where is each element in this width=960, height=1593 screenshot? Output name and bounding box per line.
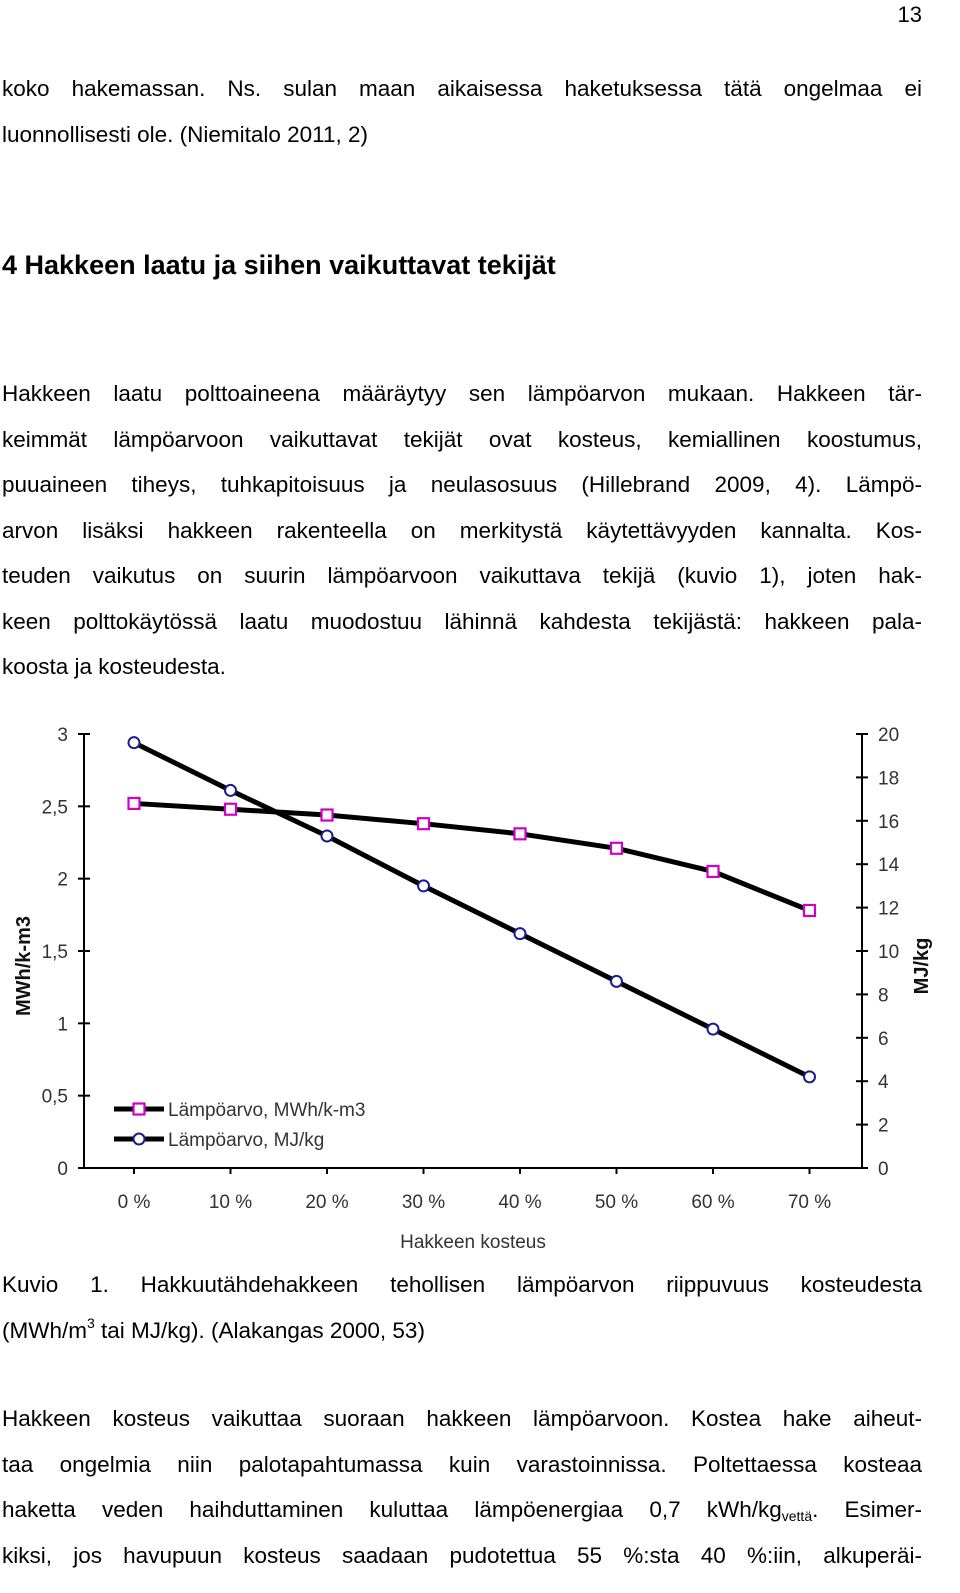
figure-caption: Kuvio 1. Hakkuutähdehakkeen tehollisen l… <box>2 1262 922 1353</box>
legend-marker-circle <box>132 1132 146 1146</box>
data-point-circle <box>803 1070 816 1084</box>
right-tick-label: 10 <box>878 942 899 963</box>
right-tick-label: 2 <box>878 1116 889 1137</box>
caption-text: tai MJ/kg). (Alakangas 2000, 53) <box>94 1317 425 1343</box>
data-point-square <box>320 808 334 822</box>
data-point-square <box>223 802 238 816</box>
right-tick-label: 6 <box>878 1029 889 1050</box>
x-tick-label: 30 % <box>402 1192 445 1213</box>
text-line: Hakkeen kosteus vaikuttaa suoraan hakkee… <box>2 1406 922 1431</box>
data-point-square <box>513 827 527 841</box>
text-line: luonnollisesti ole. (Niemitalo 2011, 2) <box>2 121 369 147</box>
data-point-circle <box>417 879 430 893</box>
right-tick-label: 18 <box>878 768 899 789</box>
data-point-circle <box>706 1022 720 1036</box>
data-point-square <box>706 864 720 879</box>
data-point-circle <box>513 927 527 941</box>
right-tick-label: 0 <box>878 1159 889 1180</box>
text-segment: . Esimer- <box>812 1497 922 1522</box>
x-tick-label: 50 % <box>595 1192 638 1213</box>
x-tick-label: 70 % <box>788 1192 831 1213</box>
left-tick-label: 0,5 <box>42 1087 68 1108</box>
right-tick-label: 8 <box>878 985 889 1006</box>
series-line-2 <box>132 740 811 1080</box>
series-line-1 <box>133 800 811 913</box>
caption-line: (MWh/m3 tai MJ/kg). (Alakangas 2000, 53) <box>2 1308 922 1354</box>
text-line: haketta veden haihduttaminen kuluttaa lä… <box>2 1487 922 1533</box>
paragraph-main: Hakkeen laatu polttoaineena määräytyy se… <box>2 371 922 690</box>
text-line: Hakkeen laatu polttoaineena määräytyy se… <box>2 381 922 406</box>
x-tick-label: 40 % <box>498 1192 541 1213</box>
text-line: keen polttokäytössä laatu muodostuu lähi… <box>2 608 922 634</box>
legend-label: Lämpöarvo, MJ/kg <box>168 1130 324 1151</box>
legend-marker-square <box>132 1102 146 1116</box>
data-point-circle <box>224 783 237 797</box>
data-point-square <box>802 903 817 918</box>
data-point-circle <box>127 736 141 750</box>
left-tick-label: 1,5 <box>42 942 68 963</box>
text-line: puuaineen tiheys, tuhkapitoisuus ja neul… <box>2 472 922 497</box>
data-point-square <box>127 796 141 811</box>
left-axis-label: MWh/k-m3 <box>13 916 35 1016</box>
right-tick-label: 16 <box>878 812 899 833</box>
section-heading: 4 Hakkeen laatu ja siihen vaikuttavat te… <box>2 250 556 280</box>
moisture-heat-value-chart: 0 0,5 1 1,5 2 2,5 3 0 2 4 6 8 10 12 14 16 18 20 0 % 10 % 20 … <box>13 725 933 1253</box>
text-line: kiksi, jos havupuun kosteus saadaan pudo… <box>2 1542 922 1568</box>
data-point-square <box>609 841 624 855</box>
caption-line: Kuvio 1. Hakkuutähdehakkeen tehollisen l… <box>2 1272 922 1297</box>
legend-label: Lämpöarvo, MWh/k-m3 <box>168 1100 365 1121</box>
x-tick-label: 0 % <box>118 1192 151 1213</box>
right-tick-label: 12 <box>878 899 899 920</box>
text-line: keimmät lämpöarvoon vaikuttavat tekijät … <box>2 426 922 452</box>
right-tick-label: 20 <box>878 725 899 746</box>
right-tick-label: 14 <box>878 855 900 876</box>
text-line: koko hakemassan. Ns. sulan maan aikaises… <box>2 76 922 101</box>
data-point-circle <box>610 974 623 988</box>
text-line: taa ongelmia niin palotapahtumassa kuin … <box>2 1451 922 1477</box>
left-tick-label: 2,5 <box>42 797 68 818</box>
caption-superscript: 3 <box>86 1314 95 1331</box>
left-tick-label: 2 <box>57 870 68 891</box>
x-tick-label: 20 % <box>305 1192 348 1213</box>
data-point-circle <box>320 829 334 843</box>
text-line: koosta ja kosteudesta. <box>2 654 226 679</box>
left-tick-label: 3 <box>57 725 68 746</box>
text-segment: haketta veden haihduttaminen kuluttaa lä… <box>2 1497 782 1522</box>
left-tick-label: 0 <box>57 1159 68 1180</box>
paragraph-intro: koko hakemassan. Ns. sulan maan aikaises… <box>2 66 922 157</box>
left-tick-label: 1 <box>57 1014 68 1035</box>
x-tick-label: 60 % <box>691 1192 734 1213</box>
right-tick-label: 4 <box>878 1072 889 1093</box>
text-line: teuden vaikutus on suurin lämpöarvoon va… <box>2 563 922 588</box>
caption-text: (MWh/m <box>2 1317 87 1343</box>
x-axis-label: Hakkeen kosteus <box>400 1232 546 1253</box>
page-number: 13 <box>897 2 922 27</box>
text-line: arvon lisäksi hakkeen rakenteella on mer… <box>2 517 922 543</box>
data-point-square <box>416 817 431 831</box>
paragraph-moisture: Hakkeen kosteus vaikuttaa suoraan hakkee… <box>2 1396 922 1578</box>
right-axis-label: MJ/kg <box>911 938 933 995</box>
subscript: vettä <box>781 1508 813 1524</box>
x-tick-label: 10 % <box>209 1192 252 1213</box>
